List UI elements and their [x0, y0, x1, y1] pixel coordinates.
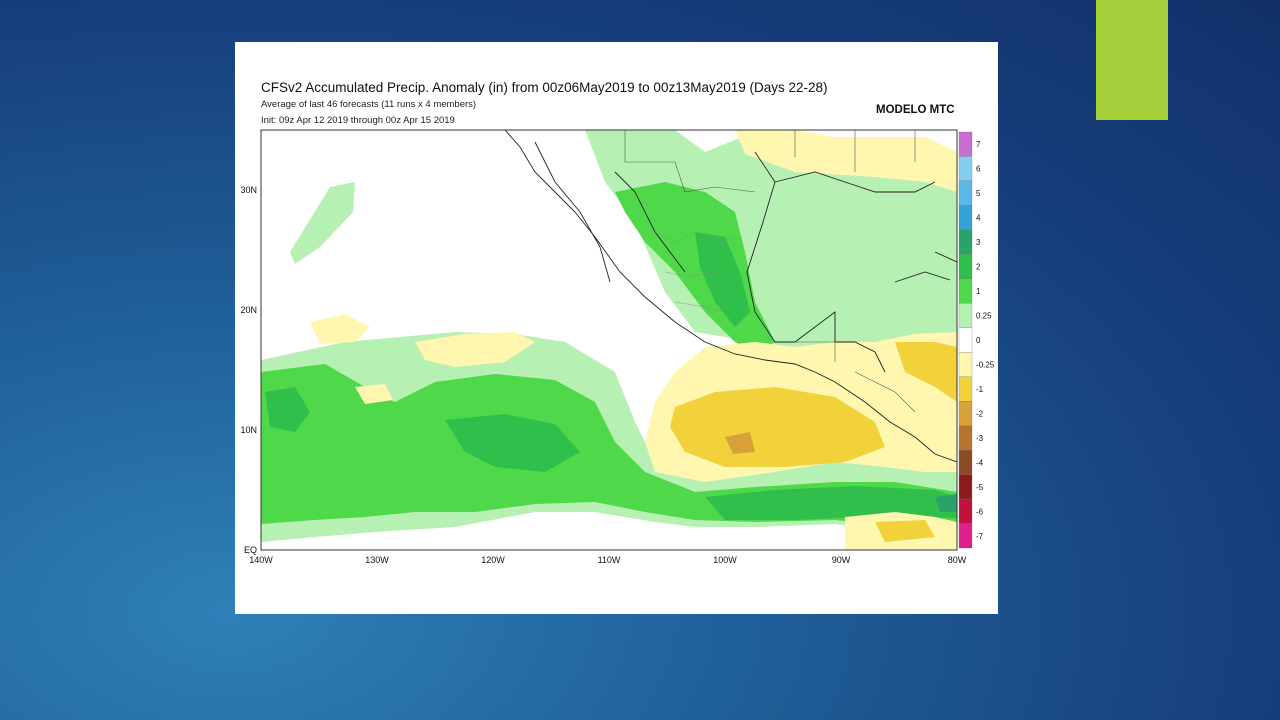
lon-label-80w: 80W: [948, 555, 967, 565]
legend-label: -1: [976, 385, 984, 394]
legend-swatch: [958, 180, 973, 206]
lon-label-130w: 130W: [365, 555, 389, 565]
legend-label: -7: [976, 532, 984, 541]
country-borders: [624, 130, 916, 413]
legend-label: 0.25: [976, 312, 992, 321]
state-borders: [654, 231, 736, 313]
legend-label: 6: [976, 165, 981, 174]
legend-label: 1: [976, 287, 981, 296]
legend-swatch: [958, 449, 973, 475]
legend-swatch: [958, 205, 973, 231]
legend-label: -5: [976, 483, 984, 492]
lat-label-10n: 10N: [240, 425, 257, 435]
dry-anomaly-areas: [310, 130, 957, 550]
legend-swatch: [958, 131, 973, 157]
coastlines: [504, 130, 957, 463]
legend-swatch: [958, 303, 973, 328]
legend-swatch: [958, 352, 973, 377]
legend-label: -2: [976, 409, 984, 418]
legend-label: 7: [976, 140, 981, 149]
legend-label: -6: [976, 507, 984, 516]
legend-swatch: [958, 401, 973, 426]
lon-label-120w: 120W: [481, 555, 505, 565]
color-scale-legend: 7 6 5 4 3 2 1 0.25 0 -0.25 -1 -2 -3 -4 -5 -6 -7: [958, 131, 995, 549]
legend-swatch: [958, 523, 973, 549]
legend-swatch: [958, 278, 973, 304]
legend-swatch: [958, 327, 973, 353]
legend-swatch: [958, 376, 973, 402]
legend-label: 2: [976, 263, 981, 272]
legend-swatch: [958, 425, 973, 451]
forecast-map-figure: 140W 130W 120W 110W 100W 90W 80W EQ 10N …: [235, 42, 998, 614]
accent-bar: [1096, 0, 1168, 120]
legend-label: -0.25: [976, 360, 995, 369]
lat-label-20n: 20N: [240, 305, 257, 315]
lat-label-eq: EQ: [244, 545, 257, 555]
longitude-axis: 140W 130W 120W 110W 100W 90W 80W: [249, 555, 967, 565]
legend-label: 0: [976, 336, 981, 345]
precip-anomaly-map: 140W 130W 120W 110W 100W 90W 80W EQ 10N …: [240, 129, 995, 565]
legend-swatch: [958, 156, 973, 182]
legend-swatch: [958, 498, 973, 524]
map-frame: [260, 129, 958, 551]
lat-label-30n: 30N: [240, 185, 257, 195]
map-subtitle: Average of last 46 forecasts (11 runs x …: [261, 99, 477, 110]
legend-swatch: [958, 229, 973, 255]
legend-label: -4: [976, 458, 984, 467]
latitude-axis: EQ 10N 20N 30N: [240, 185, 257, 555]
lon-label-100w: 100W: [713, 555, 737, 565]
legend-label: 3: [976, 238, 981, 247]
model-label: MODELO MTC: [876, 104, 955, 116]
lon-label-90w: 90W: [832, 555, 851, 565]
legend-label: 4: [976, 214, 981, 223]
lon-label-140w: 140W: [249, 555, 273, 565]
lon-label-110w: 110W: [598, 555, 621, 565]
legend-swatch: [958, 254, 973, 279]
legend-swatch: [958, 474, 973, 500]
legend-label: 5: [976, 189, 981, 198]
legend-label: -3: [976, 434, 984, 443]
map-title: CFSv2 Accumulated Precip. Anomaly (in) f…: [261, 80, 828, 95]
map-init-line: Init: 09z Apr 12 2019 through 00z Apr 15…: [261, 115, 455, 126]
wet-anomaly-areas: [261, 130, 957, 542]
